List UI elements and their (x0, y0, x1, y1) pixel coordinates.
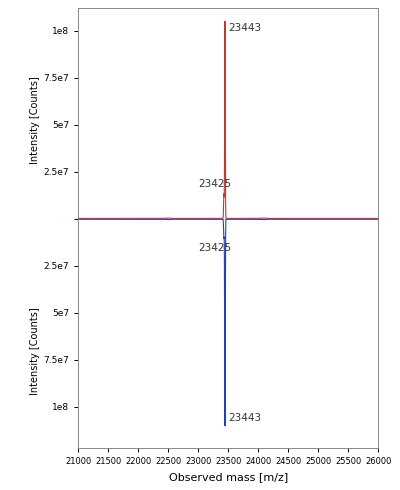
X-axis label: Observed mass [m/z]: Observed mass [m/z] (169, 472, 288, 482)
Text: Intensity [Counts]: Intensity [Counts] (30, 307, 40, 395)
Text: 23443: 23443 (228, 414, 261, 423)
Text: 23425: 23425 (198, 243, 231, 253)
Text: Intensity [Counts]: Intensity [Counts] (30, 76, 40, 164)
Text: 23443: 23443 (228, 24, 261, 33)
Text: 23425: 23425 (198, 179, 231, 189)
